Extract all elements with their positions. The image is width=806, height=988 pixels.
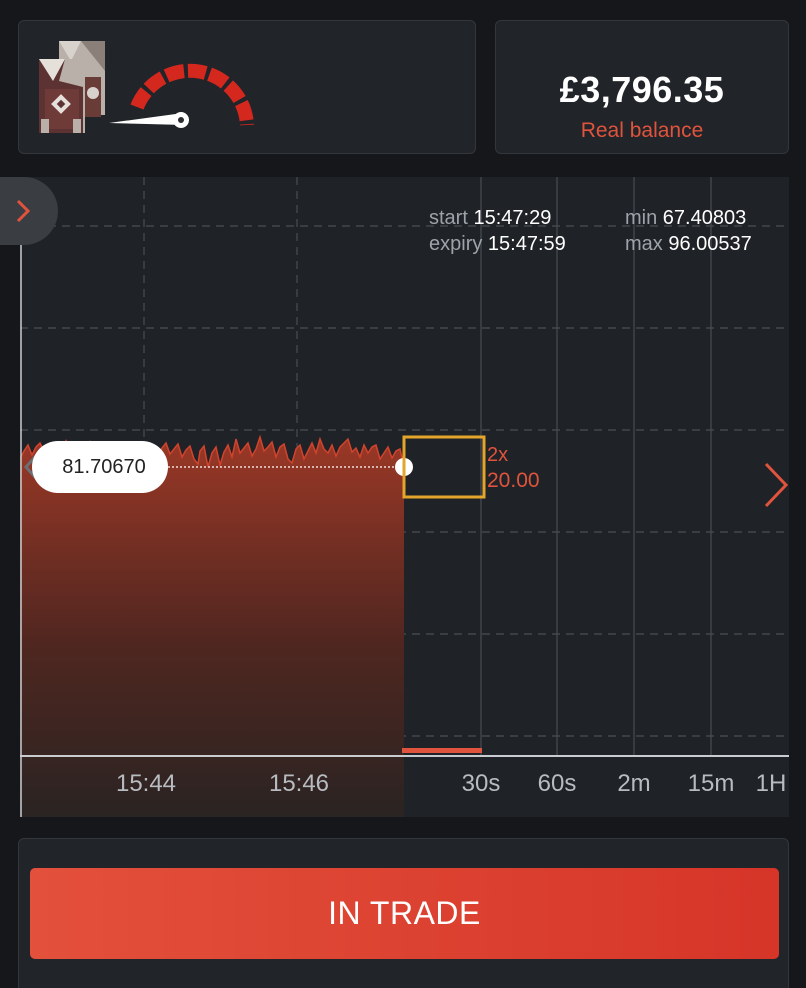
in-trade-button[interactable]: IN TRADE xyxy=(30,868,779,959)
payout-multiplier: 2x xyxy=(487,444,509,466)
brand-card xyxy=(18,20,476,154)
start-stat: start 15:47:29 xyxy=(429,207,551,230)
start-time: 15:47:29 xyxy=(473,207,552,229)
expiry-option-60s[interactable]: 60s xyxy=(537,770,577,797)
expiry-option-30s[interactable]: 30s xyxy=(461,770,501,797)
drawer-toggle-button[interactable] xyxy=(0,177,58,245)
trade-target-box xyxy=(402,435,486,499)
start-label: start xyxy=(429,207,468,229)
min-label: min xyxy=(625,207,658,229)
expiry-option-1h[interactable]: 1H xyxy=(755,770,787,797)
payout-value: 20.00 xyxy=(487,469,540,492)
expiry-time: 15:47:59 xyxy=(487,233,566,255)
expiry-stat: expiry 15:47:59 xyxy=(429,233,566,256)
max-stat: max 96.00537 xyxy=(625,233,752,256)
min-value: 67.40803 xyxy=(662,207,747,229)
current-price-label: 81.70670 xyxy=(32,441,168,493)
tower-logo-icon xyxy=(39,41,105,133)
min-stat: min 67.40803 xyxy=(625,207,746,230)
time-tick-label: 15:44 xyxy=(115,770,177,797)
balance-label: Real balance xyxy=(580,119,704,142)
balance-card: £3,796.35 Real balance xyxy=(495,20,789,154)
price-area xyxy=(20,437,404,817)
grid-vertical-expiry xyxy=(480,177,712,757)
expiry-option-15m[interactable]: 15m xyxy=(687,770,735,797)
time-tick-label: 15:46 xyxy=(268,770,330,797)
chevron-right-icon xyxy=(16,199,31,223)
price-chart[interactable]: start 15:47:29 expiry 15:47:59 min 67.40… xyxy=(20,177,789,817)
chevron-right-icon[interactable] xyxy=(764,462,789,508)
balance-amount: £3,796.35 xyxy=(559,69,725,110)
expiry-label: expiry xyxy=(429,233,483,255)
max-label: max xyxy=(625,233,663,255)
chart-canvas xyxy=(20,177,789,817)
speedometer-icon xyxy=(109,63,254,128)
selected-expiry-indicator xyxy=(402,748,482,753)
expiry-option-2m[interactable]: 2m xyxy=(617,770,651,797)
max-value: 96.00537 xyxy=(668,233,752,255)
